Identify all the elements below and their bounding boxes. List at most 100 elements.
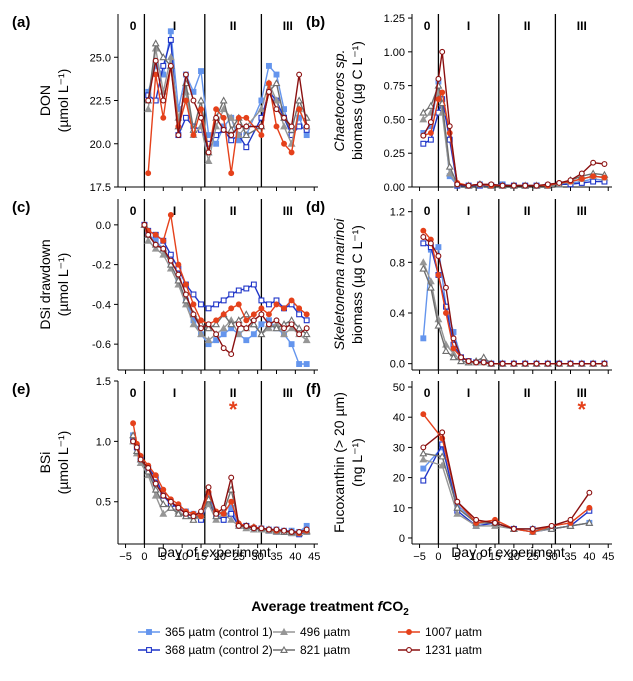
data-point: [227, 113, 236, 121]
data-point: [296, 311, 303, 318]
data-point: [420, 465, 427, 472]
data-point: [198, 68, 204, 75]
data-point: [544, 181, 551, 188]
legend-marker: [406, 629, 412, 635]
data-point: [213, 317, 220, 324]
legend-entry: 365 µatm (control 1): [138, 625, 273, 639]
data-point: [182, 510, 189, 517]
data-point: [273, 526, 280, 533]
y-tick-label: 1.25: [384, 13, 405, 25]
y-tick-label: 20.0: [90, 139, 111, 151]
series: [420, 234, 608, 367]
data-point: [439, 429, 446, 436]
x-tick-label: 25: [527, 551, 539, 563]
data-point: [288, 149, 295, 156]
data-point: [227, 320, 236, 328]
data-point: [220, 311, 227, 318]
data-point: [578, 170, 585, 177]
legend-label: 1231 µatm: [425, 643, 482, 657]
data-point: [420, 335, 427, 342]
data-point: [567, 516, 574, 523]
data-point: [250, 311, 257, 318]
data-point: [160, 114, 167, 121]
y-tick-label: -0.2: [92, 260, 111, 272]
data-point: [160, 97, 167, 104]
data-point: [228, 474, 235, 481]
data-point: [257, 330, 266, 338]
data-point: [281, 527, 287, 534]
data-point: [590, 173, 597, 180]
phase-label: III: [283, 19, 293, 33]
data-point: [198, 513, 204, 520]
x-tick-label: 10: [470, 551, 482, 563]
data-point: [445, 169, 454, 177]
data-point: [510, 182, 517, 189]
data-point: [190, 291, 197, 298]
data-point: [257, 105, 266, 113]
phase-label: III: [577, 19, 587, 33]
x-tick-label: 15: [489, 551, 501, 563]
data-point: [151, 244, 160, 252]
data-point: [133, 444, 140, 451]
data-point: [159, 53, 168, 61]
data-point: [273, 123, 280, 130]
data-point: [426, 283, 435, 291]
y-axis-label-line1: BSi: [37, 452, 53, 474]
data-point: [249, 320, 258, 328]
y-tick-label: 1.5: [96, 376, 111, 388]
data-point: [420, 444, 427, 451]
data-point: [174, 509, 183, 517]
legend-label: 365 µatm (control 1): [165, 625, 273, 639]
data-point: [427, 119, 434, 126]
data-point: [272, 79, 281, 87]
x-tick-label: 10: [176, 551, 188, 563]
y-tick-label: 17.5: [90, 182, 111, 194]
data-point: [288, 321, 295, 328]
data-point: [213, 140, 220, 147]
data-point: [250, 525, 257, 532]
y-tick-label: 0.0: [96, 220, 111, 232]
legend-entry: 496 µatm: [273, 625, 350, 639]
data-point: [265, 324, 273, 332]
data-point: [280, 330, 288, 338]
data-point: [419, 264, 428, 272]
data-point: [601, 161, 608, 167]
data-point: [439, 89, 446, 96]
y-tick-label: -0.4: [92, 299, 111, 311]
data-point: [205, 305, 212, 312]
data-point: [454, 181, 461, 188]
data-point: [213, 337, 220, 344]
phase-label: II: [230, 386, 237, 400]
data-point: [296, 71, 303, 78]
y-tick-label: 0.4: [390, 308, 405, 320]
y-axis-label-line2: (µmol L⁻¹): [55, 69, 71, 133]
data-point: [303, 325, 310, 332]
data-point: [152, 241, 159, 248]
phase-label: 0: [130, 19, 137, 33]
data-point: [258, 321, 265, 328]
data-point: [228, 510, 235, 517]
data-point: [167, 36, 174, 43]
x-tick-label: 30: [251, 551, 263, 563]
data-point: [435, 244, 442, 251]
data-point: [450, 335, 457, 342]
data-point: [167, 251, 174, 258]
panel-tag: (c): [12, 199, 30, 216]
data-point: [438, 452, 447, 460]
phase-label: 0: [130, 386, 137, 400]
data-point: [166, 503, 175, 511]
data-point: [167, 257, 174, 264]
data-point: [175, 504, 182, 511]
data-point: [296, 331, 303, 338]
x-tick-label: 0: [141, 551, 147, 563]
y-axis-label-line2: (µmol L⁻¹): [55, 431, 71, 495]
data-point: [190, 97, 197, 104]
data-point: [265, 80, 272, 87]
data-point: [450, 345, 457, 352]
data-point: [243, 144, 250, 151]
data-point: [234, 130, 243, 139]
data-point: [250, 317, 257, 324]
